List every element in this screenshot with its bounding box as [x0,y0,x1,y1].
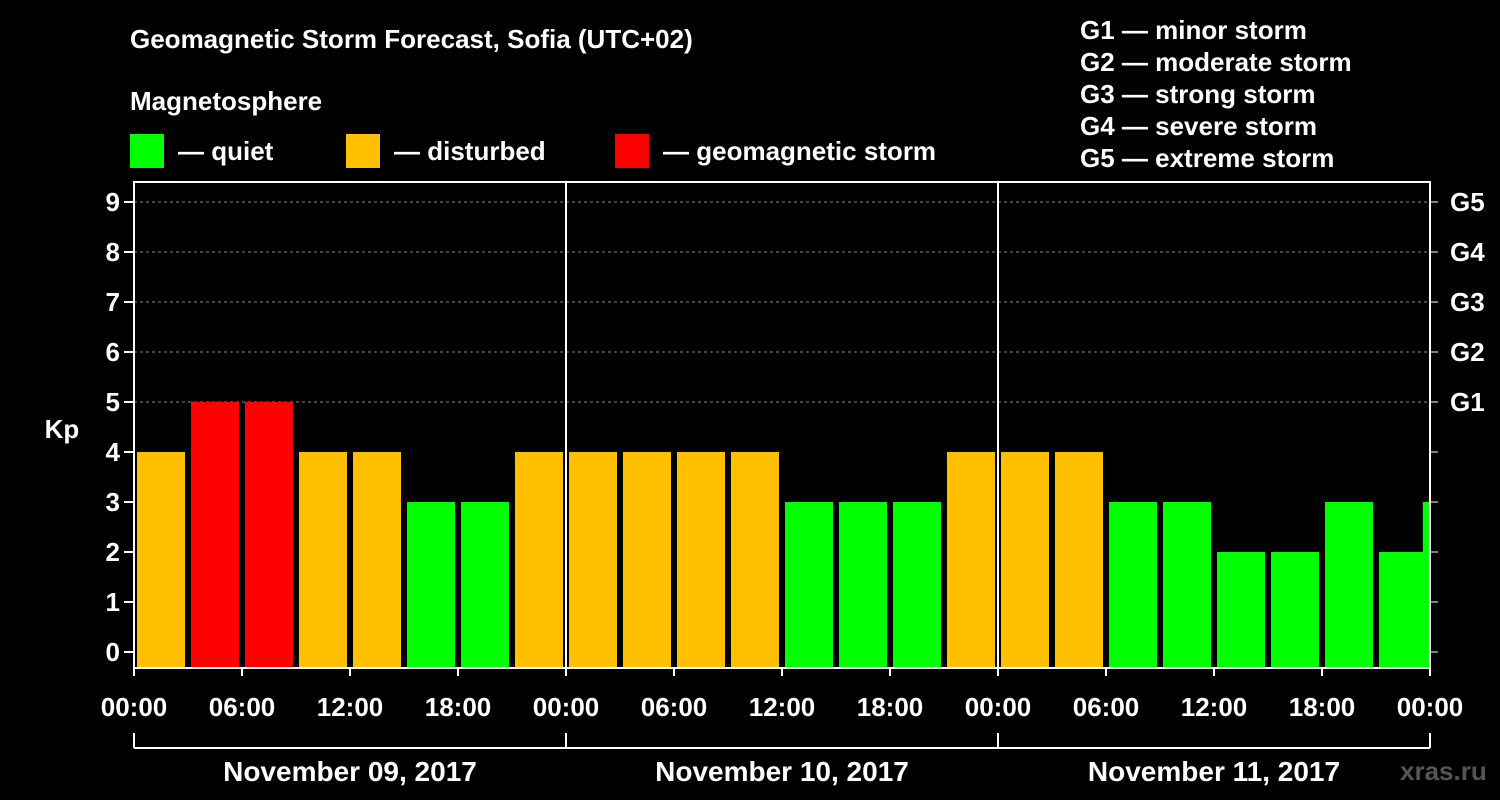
g-level-label: G4 [1450,237,1485,267]
kp-bar [245,402,293,668]
x-tick-label: 06:00 [641,692,708,722]
g-scale-g2: G2 — moderate storm [1080,47,1352,77]
kp-bar [785,502,833,668]
kp-bar [461,502,509,668]
kp-bar [947,452,995,668]
kp-bar [515,452,563,668]
kp-bar [1109,502,1157,668]
kp-bar [1271,552,1319,668]
y-tick-label: 4 [106,437,121,467]
chart-title: Geomagnetic Storm Forecast, Sofia (UTC+0… [130,24,693,54]
y-tick-label: 9 [106,187,120,217]
legend-item-storm: — geomagnetic storm [615,134,936,168]
legend-label-quiet: — quiet [178,135,274,166]
legend-item-disturbed: — disturbed [346,134,546,168]
g-scale-list: G1 — minor storm G2 — moderate storm G3 … [1080,14,1352,174]
kp-bar [1163,502,1211,668]
x-tick-label: 18:00 [1289,692,1356,722]
kp-bar [1217,552,1265,668]
kp-bar [677,452,725,668]
y-tick-label: 7 [106,287,120,317]
legend-swatch-storm [615,134,649,168]
kp-bar [137,452,185,668]
kp-bar [299,452,347,668]
x-tick-label: 00:00 [1397,692,1464,722]
x-tick-label: 00:00 [965,692,1032,722]
x-tick-label: 18:00 [857,692,924,722]
g-scale-g3: G3 — strong storm [1080,79,1316,109]
x-tick-label: 12:00 [749,692,816,722]
date-label: November 10, 2017 [655,756,909,787]
y-tick-label: 1 [106,587,120,617]
watermark: xras.ru [1400,756,1487,786]
legend-label-disturbed: — disturbed [394,135,546,166]
kp-bar [407,502,455,668]
x-tick-label: 06:00 [209,692,276,722]
y-axis-label: Kp [45,414,80,444]
kp-bar [353,452,401,668]
kp-bar [839,502,887,668]
y-tick-label: 0 [106,637,120,667]
kp-bar [1325,502,1373,668]
y-tick-label: 2 [106,537,120,567]
legend-swatch-disturbed [346,134,380,168]
y-tick-label: 6 [106,337,120,367]
x-tick-label: 12:00 [317,692,384,722]
kp-bar [731,452,779,668]
g-scale-g5: G5 — extreme storm [1080,143,1335,173]
y-tick-label: 3 [106,487,120,517]
x-tick-label: 12:00 [1181,692,1248,722]
g-scale-g1: G1 — minor storm [1080,15,1307,45]
legend-label-storm: — geomagnetic storm [663,135,937,166]
kp-bar [893,502,941,668]
kp-bar-partial [1422,502,1430,668]
x-tick-label: 18:00 [425,692,492,722]
x-tick-label: 06:00 [1073,692,1140,722]
g-scale-g4: G4 — severe storm [1080,111,1318,141]
kp-bar [623,452,671,668]
legend-item-quiet: — quiet [130,134,273,168]
kp-bar [1001,452,1049,668]
kp-bar [191,402,239,668]
g-level-label: G1 [1450,387,1485,417]
g-level-label: G5 [1450,187,1485,217]
date-label: November 09, 2017 [223,756,477,787]
kp-bar [1055,452,1103,668]
magnetosphere-heading: Magnetosphere [130,86,323,116]
legend-swatch-quiet [130,134,164,168]
g-level-label: G2 [1450,337,1485,367]
x-tick-label: 00:00 [101,692,168,722]
y-tick-label: 8 [106,237,120,267]
date-label: November 11, 2017 [1088,756,1340,787]
x-tick-label: 00:00 [533,692,600,722]
g-level-label: G3 [1450,287,1485,317]
y-tick-label: 5 [106,387,120,417]
kp-bar [569,452,617,668]
kp-bar [1379,552,1427,668]
